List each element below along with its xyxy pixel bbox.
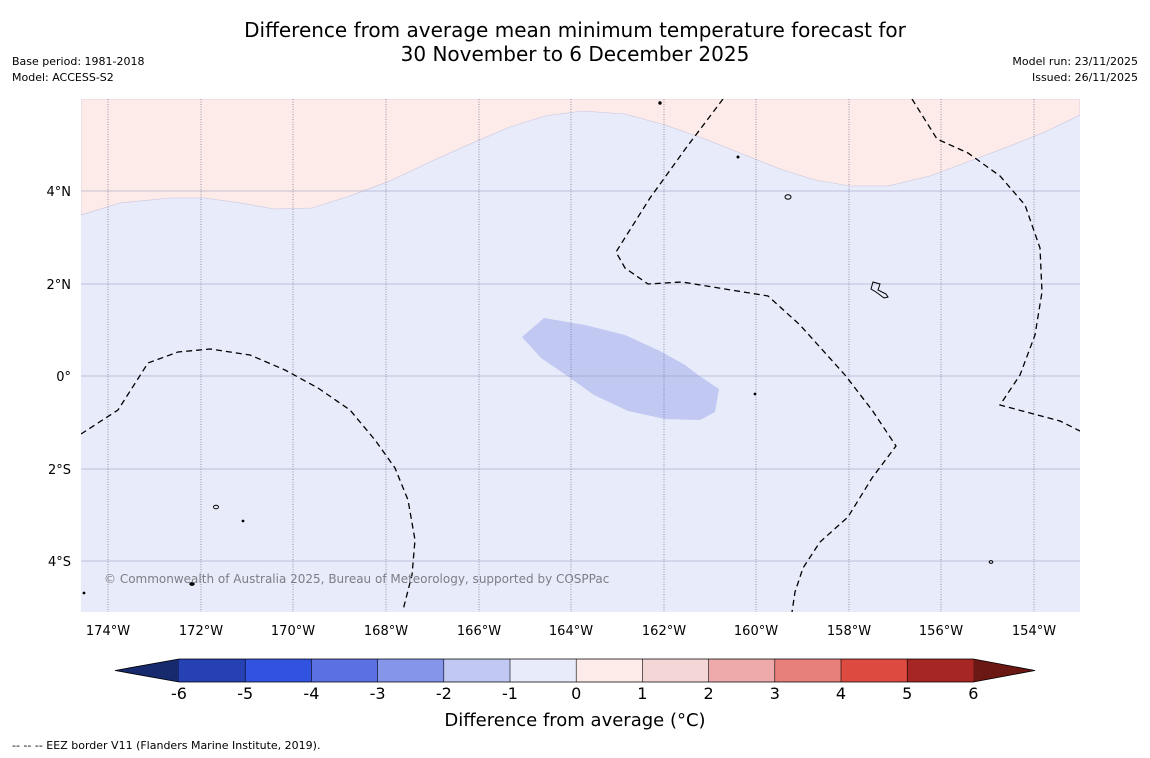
- colorbar-segment: [311, 659, 379, 682]
- model-name: Model: ACCESS-S2: [12, 71, 114, 84]
- lon-label: 156°W: [919, 624, 963, 639]
- colorbar-tick-label: 5: [902, 684, 912, 703]
- colorbar-segment: [774, 659, 842, 682]
- issued-date: Issued: 26/11/2025: [1031, 71, 1138, 84]
- colorbar-tick-label: -4: [303, 684, 319, 703]
- lon-label: 166°W: [457, 624, 501, 639]
- colorbar-segment: [179, 659, 246, 682]
- island: [189, 582, 195, 586]
- eez-border-central: [615, 99, 897, 612]
- eez-footnote: -- -- -- EEZ border V11 (Flanders Marine…: [12, 739, 321, 752]
- lat-label: 0°: [56, 370, 71, 385]
- colorbar-segment: [708, 659, 776, 682]
- colorbar-segment: [443, 659, 511, 682]
- colorbar-label: Difference from average (°C): [444, 710, 706, 731]
- lat-label: 2°N: [47, 278, 72, 293]
- colorbar-segment: [841, 659, 908, 682]
- colorbar-segment: [510, 659, 577, 682]
- meta-left: Base period: 1981-2018 Model: ACCESS-S2: [12, 54, 144, 86]
- colorbar-tick-label: 4: [836, 684, 846, 703]
- island: [213, 504, 219, 510]
- lon-label: 154°W: [1012, 624, 1056, 639]
- island: [753, 392, 757, 396]
- colorbar-tick-label: 2: [704, 684, 714, 703]
- colorbar: [114, 658, 1036, 683]
- colorbar-tick-label: -3: [370, 684, 386, 703]
- colorbar-segment: [245, 659, 312, 682]
- lon-label: 168°W: [364, 624, 408, 639]
- eez-border-west: [81, 348, 416, 611]
- colorbar-tick-label: -6: [171, 684, 187, 703]
- title-line-1: Difference from average mean minimum tem…: [244, 18, 906, 42]
- colorbar-tick-label: 3: [770, 684, 780, 703]
- map-title: Difference from average mean minimum tem…: [0, 18, 1150, 66]
- copyright-text: © Commonwealth of Australia 2025, Bureau…: [104, 572, 609, 586]
- island: [736, 155, 740, 159]
- island: [988, 560, 994, 564]
- colorbar-segment: [642, 659, 710, 682]
- colorbar-segment: [576, 659, 643, 682]
- colorbar-extend-high: [973, 659, 1035, 682]
- colorbar-extend-low: [115, 659, 179, 682]
- lat-label: 2°S: [48, 463, 71, 478]
- islands: [82, 101, 994, 595]
- lon-label: 172°W: [179, 624, 223, 639]
- latitude-labels: 4°N 2°N 0° 2°S 4°S: [47, 185, 72, 570]
- lon-label: 164°W: [549, 624, 593, 639]
- model-run: Model run: 23/11/2025: [1012, 55, 1138, 68]
- longitude-labels: 174°W 172°W 170°W 168°W 166°W 164°W 162°…: [86, 624, 1056, 639]
- eez-borders: [81, 99, 1080, 612]
- lon-label: 160°W: [734, 624, 778, 639]
- colorbar-tick-label: 0: [571, 684, 581, 703]
- graticule: [81, 99, 1080, 612]
- colorbar-tick-label: -2: [436, 684, 452, 703]
- colorbar-outline: [114, 658, 1036, 683]
- island: [658, 101, 662, 105]
- colorbar-tick-label: -1: [502, 684, 518, 703]
- title-line-2: 30 November to 6 December 2025: [400, 42, 750, 66]
- island: [784, 194, 792, 200]
- eez-border-east: [911, 99, 1080, 432]
- island: [82, 591, 86, 595]
- lon-label: 170°W: [271, 624, 315, 639]
- colorbar-ticks: -6 -5 -4 -3 -2 -1 0 1 2 3 4 5 6: [171, 684, 978, 703]
- lat-label: 4°S: [48, 555, 71, 570]
- lon-label: 158°W: [827, 624, 871, 639]
- lon-label: 162°W: [642, 624, 686, 639]
- colorbar-segment: [377, 659, 445, 682]
- lat-label: 4°N: [47, 185, 72, 200]
- anomaly-region-minus2-to-minus1: [522, 318, 719, 420]
- meta-right: Model run: 23/11/2025 Issued: 26/11/2025: [1012, 54, 1138, 86]
- colorbar-segment: [907, 659, 974, 682]
- lon-label: 174°W: [86, 624, 130, 639]
- island: [241, 519, 245, 523]
- base-period: Base period: 1981-2018: [12, 55, 145, 68]
- island-kiritimati: [870, 281, 889, 299]
- colorbar-tick-label: 6: [968, 684, 978, 703]
- colorbar-tick-label: 1: [637, 684, 647, 703]
- colorbar-tick-label: -5: [237, 684, 253, 703]
